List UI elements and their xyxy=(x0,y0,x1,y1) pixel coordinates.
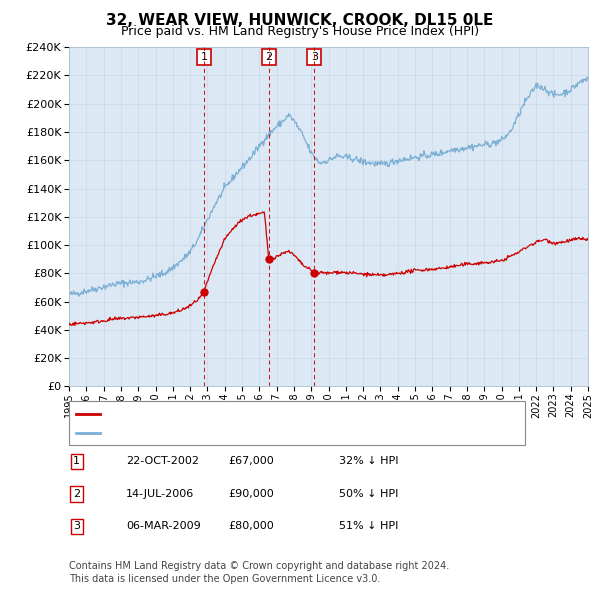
Text: 32, WEAR VIEW, HUNWICK, CROOK, DL15 0LE (detached house): 32, WEAR VIEW, HUNWICK, CROOK, DL15 0LE … xyxy=(106,409,463,418)
Text: HPI: Average price, detached house, County Durham: HPI: Average price, detached house, Coun… xyxy=(106,428,401,438)
Text: 22-OCT-2002: 22-OCT-2002 xyxy=(126,457,199,466)
Text: £80,000: £80,000 xyxy=(228,522,274,531)
Text: 2: 2 xyxy=(265,52,272,62)
Text: This data is licensed under the Open Government Licence v3.0.: This data is licensed under the Open Gov… xyxy=(69,574,380,584)
Text: 14-JUL-2006: 14-JUL-2006 xyxy=(126,489,194,499)
Text: 32% ↓ HPI: 32% ↓ HPI xyxy=(339,457,398,466)
Text: 3: 3 xyxy=(311,52,318,62)
Text: 50% ↓ HPI: 50% ↓ HPI xyxy=(339,489,398,499)
Text: 3: 3 xyxy=(73,522,80,531)
Text: £90,000: £90,000 xyxy=(228,489,274,499)
Text: 2: 2 xyxy=(73,489,80,499)
Text: Price paid vs. HM Land Registry's House Price Index (HPI): Price paid vs. HM Land Registry's House … xyxy=(121,25,479,38)
Text: 1: 1 xyxy=(73,457,80,466)
Text: 51% ↓ HPI: 51% ↓ HPI xyxy=(339,522,398,531)
Text: £67,000: £67,000 xyxy=(228,457,274,466)
Text: Contains HM Land Registry data © Crown copyright and database right 2024.: Contains HM Land Registry data © Crown c… xyxy=(69,561,449,571)
Text: 32, WEAR VIEW, HUNWICK, CROOK, DL15 0LE: 32, WEAR VIEW, HUNWICK, CROOK, DL15 0LE xyxy=(106,13,494,28)
Text: 1: 1 xyxy=(200,52,208,62)
Text: 06-MAR-2009: 06-MAR-2009 xyxy=(126,522,201,531)
